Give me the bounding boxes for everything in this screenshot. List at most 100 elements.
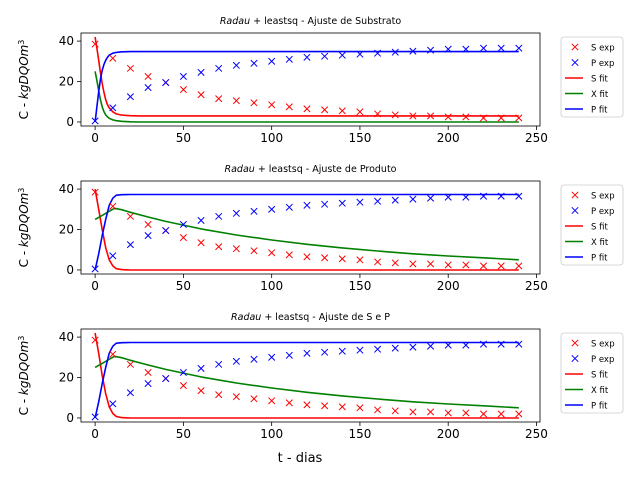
- data-point-s-exp: [391, 259, 399, 267]
- axes-frame: [80, 32, 541, 127]
- data-point-p-exp: [232, 209, 240, 217]
- data-point-p-exp: [391, 48, 399, 56]
- data-point-s-exp: [409, 112, 417, 120]
- subplot-title: Radau + leastsq - Ajuste de Substrato: [220, 16, 402, 27]
- data-point-p-exp: [444, 45, 452, 53]
- plot-area: [91, 188, 523, 273]
- subplot-3: Radau + leastsq - Ajuste de S e P C - kgD…: [17, 312, 624, 441]
- data-point-p-exp: [515, 192, 523, 200]
- x-tick-label: 200: [437, 131, 460, 145]
- data-point-s-exp: [444, 261, 452, 269]
- data-point-s-exp: [462, 409, 470, 417]
- x-tick-label: 150: [348, 279, 371, 293]
- data-point-p-exp: [479, 340, 488, 348]
- data-point-p-exp: [268, 205, 276, 213]
- data-point-p-exp: [462, 341, 470, 349]
- data-point-s-exp: [303, 105, 311, 113]
- data-point-s-exp: [232, 97, 240, 105]
- y-tick-label: 20: [59, 75, 74, 89]
- subplot-title-rest: + leastsq - Ajuste de Substrato: [250, 16, 401, 27]
- data-point-s-exp: [91, 336, 99, 344]
- data-point-p-exp: [462, 45, 470, 53]
- legend-marker: [571, 58, 579, 67]
- data-point-s-exp: [479, 114, 488, 122]
- legend: S exp P exp S fit X fit P fit: [560, 184, 624, 266]
- data-point-s-exp: [144, 368, 152, 377]
- data-point-p-exp: [179, 72, 187, 81]
- legend-label: S exp: [591, 44, 615, 54]
- data-point-p-exp: [179, 368, 187, 377]
- data-point-s-exp: [126, 360, 134, 368]
- legend-label: X fit: [591, 90, 609, 100]
- data-point-p-exp: [197, 216, 205, 224]
- x-tick-label: 100: [260, 427, 283, 441]
- data-point-s-exp: [426, 408, 435, 416]
- data-point-p-exp: [215, 64, 223, 72]
- data-point-p-exp: [126, 389, 134, 397]
- data-point-p-exp: [268, 353, 276, 361]
- x-tick-label: 200: [437, 279, 460, 293]
- data-point-s-exp: [321, 106, 329, 114]
- legend-label: S fit: [591, 75, 608, 85]
- data-point-p-exp: [479, 44, 488, 52]
- x-tick-label: 50: [176, 279, 191, 293]
- legend-box: [560, 36, 624, 118]
- data-point-p-exp: [144, 232, 152, 240]
- data-point-s-exp: [144, 220, 152, 229]
- x-tick-label: 100: [260, 279, 283, 293]
- data-point-s-exp: [374, 110, 382, 118]
- data-point-s-exp: [126, 212, 134, 220]
- legend-label: S fit: [591, 223, 608, 233]
- data-point-p-exp: [409, 47, 417, 55]
- series-line-x-fit: [94, 355, 519, 409]
- data-point-s-exp: [268, 249, 276, 257]
- data-point-s-exp: [197, 91, 205, 99]
- legend-label: S exp: [591, 192, 615, 202]
- data-point-s-exp: [338, 403, 346, 411]
- data-point-s-exp: [91, 40, 99, 48]
- data-point-s-exp: [144, 72, 152, 81]
- data-point-p-exp: [515, 340, 523, 348]
- y-axis-label: C - kgDQOm3: [17, 40, 32, 120]
- x-tick-label: 200: [437, 427, 460, 441]
- series-line-x-fit: [94, 71, 519, 123]
- y-tick-label: 40: [59, 34, 74, 48]
- data-point-s-exp: [515, 410, 523, 418]
- data-point-s-exp: [250, 99, 258, 107]
- y-tick-label: 0: [66, 263, 74, 277]
- data-point-s-exp: [426, 260, 435, 268]
- data-point-p-exp: [197, 364, 205, 372]
- legend-label: P fit: [591, 254, 608, 264]
- y-tick-label: 20: [59, 223, 74, 237]
- x-axis-label: t - dias: [278, 451, 323, 466]
- data-point-s-exp: [197, 239, 205, 247]
- data-point-s-exp: [356, 256, 364, 264]
- data-point-p-exp: [391, 344, 399, 352]
- data-point-s-exp: [215, 391, 223, 399]
- data-point-p-exp: [444, 193, 452, 201]
- axes-frame: [80, 328, 541, 423]
- subplot-title-italic: Radau: [220, 16, 250, 27]
- y-tick-label: 40: [59, 330, 74, 344]
- legend-marker: [571, 339, 579, 347]
- subplot-title-rest: + leastsq - Ajuste de Produto: [255, 164, 397, 175]
- data-point-s-exp: [391, 111, 399, 119]
- data-point-p-exp: [497, 44, 505, 52]
- legend-box: [560, 332, 624, 414]
- plot-area: [91, 36, 523, 125]
- data-point-p-exp: [409, 343, 417, 351]
- x-tick-label: 150: [348, 131, 371, 145]
- axes-frame: [80, 180, 541, 275]
- y-tick-label: 0: [66, 115, 74, 129]
- data-point-s-exp: [374, 406, 382, 414]
- data-point-s-exp: [426, 112, 435, 120]
- data-point-s-exp: [179, 382, 187, 390]
- data-point-p-exp: [515, 44, 523, 52]
- data-point-s-exp: [356, 404, 364, 412]
- x-tick-label: 250: [525, 279, 548, 293]
- data-point-p-exp: [356, 198, 364, 206]
- data-point-p-exp: [215, 360, 223, 368]
- data-point-p-exp: [338, 347, 346, 355]
- data-point-p-exp: [426, 342, 435, 350]
